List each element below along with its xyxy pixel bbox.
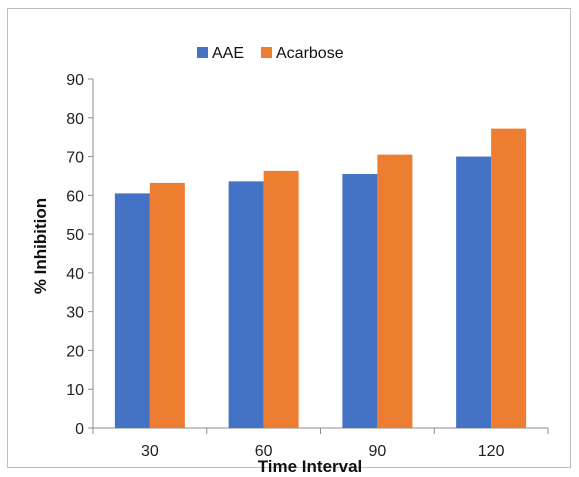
y-tick-label: 50: [66, 227, 84, 244]
bar-aae-30: [114, 193, 150, 428]
bar-aae-120: [456, 156, 492, 429]
legend-swatch-acarbose: [261, 47, 272, 58]
y-tick-group: 0 10 20 30 40 50 60 70 80 90: [66, 72, 93, 438]
y-tick-label: 70: [66, 150, 84, 167]
legend: AAE Acarbose: [197, 45, 344, 62]
bar-group: [114, 128, 527, 429]
legend-swatch-aae: [197, 47, 208, 58]
bar-aae-60: [228, 181, 264, 428]
y-axis-title: % Inhibition: [31, 198, 50, 294]
x-tick-label: 90: [368, 443, 386, 460]
y-tick-label: 30: [66, 305, 84, 322]
y-tick-label: 0: [75, 421, 84, 438]
bar-acarbose-60: [263, 170, 299, 429]
y-tick-label: 60: [66, 188, 84, 205]
y-tick-label: 10: [66, 382, 84, 399]
bar-aae-90: [342, 174, 378, 428]
legend-label-aae: AAE: [212, 45, 244, 62]
bar-acarbose-120: [491, 128, 527, 428]
x-tick-group: 30 60 90 120: [92, 428, 549, 460]
y-tick-label: 80: [66, 111, 84, 128]
x-tick-label: 60: [255, 443, 273, 460]
x-tick-label: 120: [478, 443, 505, 460]
x-axis-title: Time Interval: [258, 457, 363, 476]
y-tick-label: 90: [66, 72, 84, 89]
y-tick-label: 20: [66, 343, 84, 360]
bar-acarbose-30: [149, 182, 185, 428]
legend-label-acarbose: Acarbose: [276, 45, 344, 62]
y-tick-label: 40: [66, 266, 84, 283]
bar-acarbose-90: [377, 154, 413, 428]
x-tick-label: 30: [141, 443, 159, 460]
